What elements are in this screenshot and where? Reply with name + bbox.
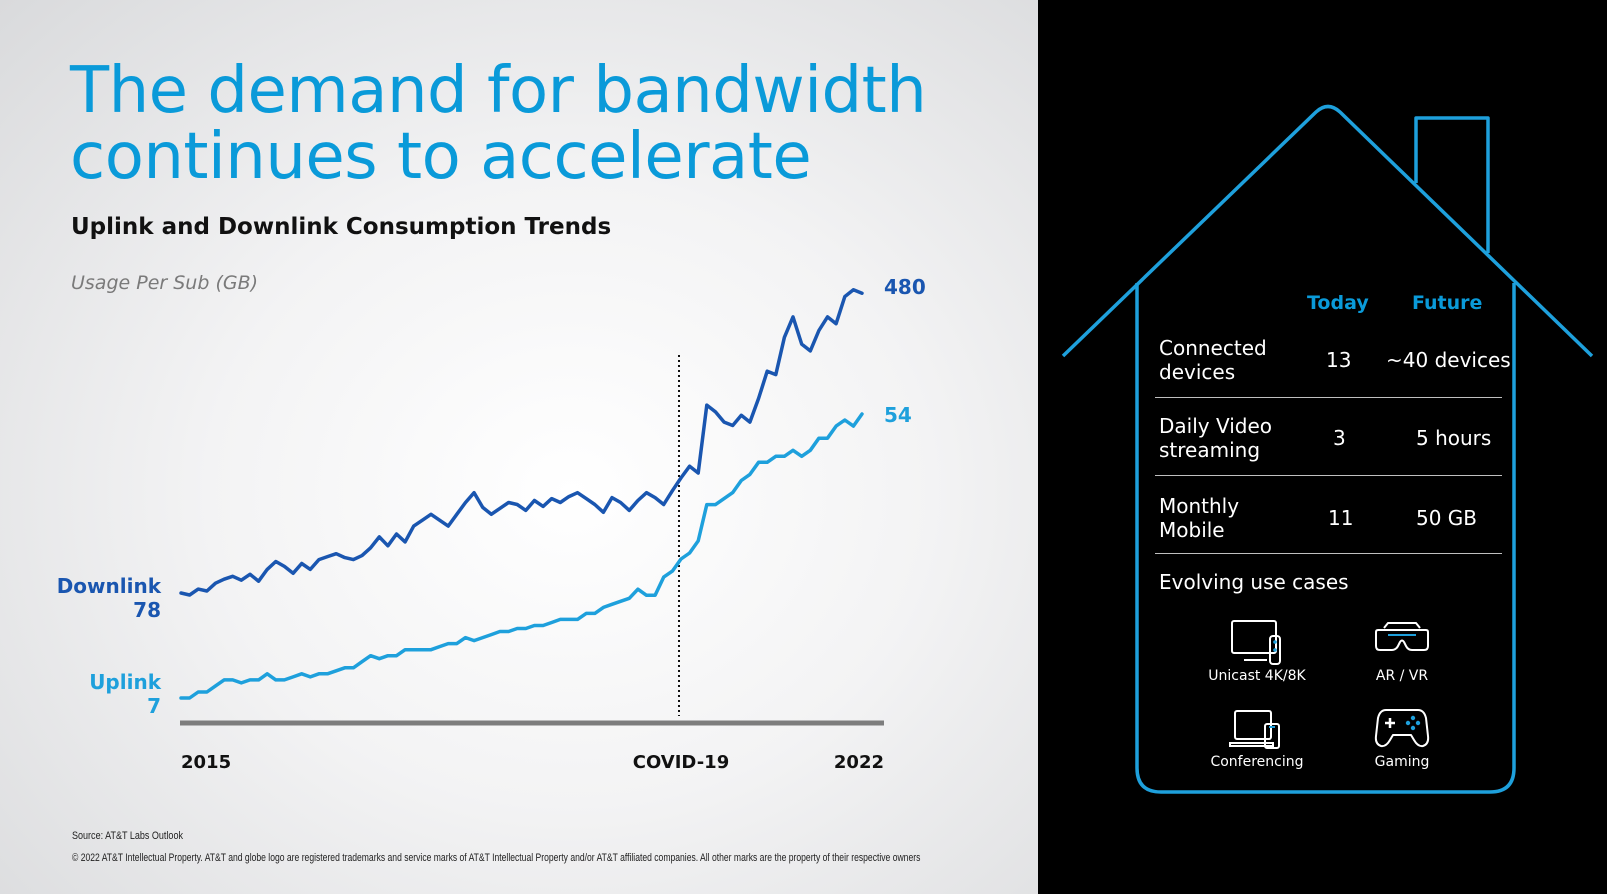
- row-future-daily-video: 5 hours: [1416, 426, 1492, 450]
- gamepad-icon: [1374, 709, 1430, 748]
- line-chart: Downlink 78 Uplink 7 480 54 2015 COVID-1…: [57, 275, 926, 773]
- uplink-start-label: Uplink: [89, 670, 162, 694]
- row-today-connected-devices: 13: [1326, 348, 1352, 372]
- copyright-note: © 2022 AT&T Intellectual Property. AT&T …: [72, 852, 921, 864]
- x-tick-label-covid: COVID-19: [633, 752, 729, 773]
- use-case-label-conferencing: Conferencing: [1210, 754, 1304, 770]
- use-case-label-unicast: Unicast 4K/8K: [1208, 668, 1306, 684]
- row-label-line-1: Daily Video: [1159, 414, 1272, 438]
- downlink-start-label: Downlink: [57, 574, 162, 598]
- row-label-connected-devices: Connected devices: [1159, 336, 1267, 384]
- row-today-daily-video: 3: [1333, 426, 1346, 450]
- uplink-series-line: [179, 412, 864, 700]
- row-label-line-2: devices: [1159, 360, 1236, 384]
- row-future-monthly-mobile: 50 GB: [1416, 506, 1478, 530]
- row-label-line-1: Monthly: [1159, 494, 1240, 518]
- chart-subtitle: Uplink and Downlink Consumption Trends: [71, 214, 612, 240]
- downlink-end-value: 480: [884, 275, 926, 299]
- col-header-future: Future: [1412, 292, 1483, 314]
- title-line-1: The demand for bandwidth: [70, 54, 927, 128]
- title-line-2: continues to accelerate: [70, 120, 812, 194]
- house-chimney: [1414, 116, 1490, 253]
- vr-headset-icon: [1375, 622, 1429, 651]
- slide-right-panel: [1038, 0, 1607, 894]
- row-label-monthly-mobile: Monthly Mobile: [1159, 494, 1239, 542]
- row-today-monthly-mobile: 11: [1328, 506, 1354, 530]
- uplink-end-value: 54: [884, 403, 912, 427]
- downlink-start-value: 78: [133, 598, 161, 622]
- slide-left-panel: The demand for bandwidth continues to ac…: [0, 0, 1038, 894]
- row-label-line-1: Connected: [1159, 336, 1267, 360]
- tv-remote-icon: [1231, 620, 1281, 665]
- y-axis-label: Usage Per Sub (GB): [71, 272, 259, 294]
- row-label-line-2: streaming: [1159, 438, 1261, 462]
- downlink-series-line: [179, 288, 864, 597]
- slide-title: The demand for bandwidth continues to ac…: [70, 58, 927, 190]
- row-divider: [1155, 397, 1502, 398]
- source-note: Source: AT&T Labs Outlook: [72, 830, 183, 842]
- col-header-today: Today: [1307, 292, 1369, 314]
- uplink-start-value: 7: [147, 694, 161, 718]
- use-case-label-gaming: Gaming: [1374, 754, 1430, 770]
- house-walls: [1135, 283, 1516, 794]
- row-future-connected-devices: ~40 devices: [1386, 348, 1511, 372]
- x-tick-label-2022: 2022: [834, 752, 884, 773]
- use-cases-title: Evolving use cases: [1159, 570, 1349, 594]
- house-roof-left: [1061, 104, 1594, 358]
- row-label-line-2: Mobile: [1159, 518, 1225, 542]
- x-tick-label-2015: 2015: [181, 752, 231, 773]
- laptop-phone-icon: [1229, 710, 1280, 749]
- row-divider: [1155, 553, 1502, 554]
- row-label-daily-video: Daily Video streaming: [1159, 414, 1272, 462]
- row-divider: [1155, 475, 1502, 476]
- use-case-label-arvr: AR / VR: [1375, 668, 1429, 684]
